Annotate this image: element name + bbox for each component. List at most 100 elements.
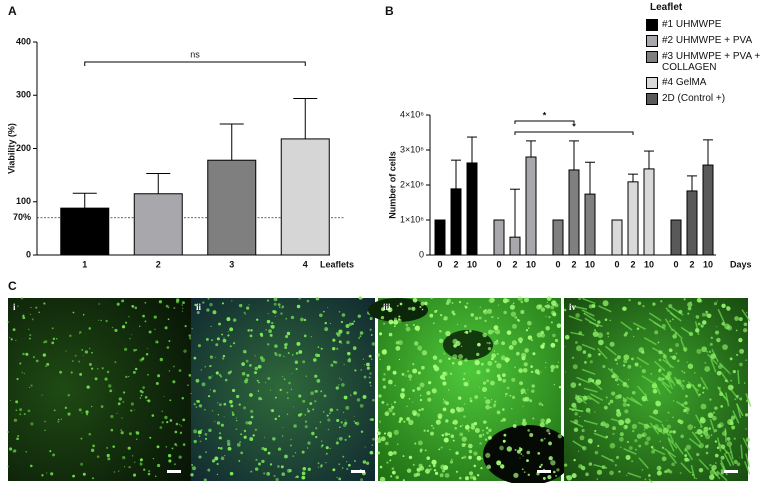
cell xyxy=(193,429,198,434)
cell xyxy=(668,304,673,309)
cell xyxy=(731,425,736,430)
cell xyxy=(489,363,491,365)
cell xyxy=(379,420,381,422)
y-axis-title: Number of cells xyxy=(387,151,397,219)
cell xyxy=(494,400,497,403)
cell xyxy=(248,420,253,425)
fiber xyxy=(700,376,709,390)
cell xyxy=(28,328,30,331)
cell xyxy=(706,351,708,353)
cell xyxy=(496,339,499,342)
cell xyxy=(672,430,676,434)
cell xyxy=(609,470,614,476)
cell xyxy=(605,435,609,439)
fiber xyxy=(670,306,684,316)
cell xyxy=(551,300,557,306)
cell xyxy=(243,435,247,439)
cell xyxy=(722,344,728,350)
cell xyxy=(78,360,81,363)
cell xyxy=(616,355,621,360)
cell xyxy=(573,419,579,425)
cell xyxy=(208,375,212,380)
cell xyxy=(481,457,483,460)
cell xyxy=(575,341,578,344)
cell xyxy=(540,330,544,335)
fiber xyxy=(632,322,647,330)
cell xyxy=(209,302,213,307)
cell xyxy=(486,431,489,435)
cell xyxy=(393,325,396,328)
cell xyxy=(600,422,604,426)
cell xyxy=(312,408,315,411)
cell xyxy=(353,392,356,395)
cell xyxy=(469,329,472,333)
cell xyxy=(687,306,692,311)
cell xyxy=(483,310,488,315)
cell xyxy=(419,398,423,402)
cell xyxy=(481,362,484,366)
cell xyxy=(139,397,142,399)
cell xyxy=(204,432,208,436)
cell xyxy=(462,424,464,426)
cell xyxy=(716,326,718,328)
cell xyxy=(130,409,133,412)
cell xyxy=(658,358,662,362)
scale-bar xyxy=(351,470,365,473)
cell xyxy=(371,342,376,346)
cell xyxy=(433,469,437,472)
cell xyxy=(564,334,570,340)
x-tick-label: 10 xyxy=(526,259,536,269)
cell xyxy=(290,438,292,441)
fiber xyxy=(723,453,732,467)
cell xyxy=(546,428,550,433)
cell xyxy=(474,316,479,320)
cell xyxy=(396,443,399,446)
cell xyxy=(250,415,254,419)
cell xyxy=(13,418,18,422)
cell xyxy=(724,379,728,383)
cell xyxy=(544,367,547,369)
cell xyxy=(130,402,135,406)
cell xyxy=(15,339,17,342)
cell xyxy=(451,362,455,365)
cell xyxy=(470,313,475,317)
bar xyxy=(643,168,655,256)
cell xyxy=(394,384,396,387)
x-tick-label: 10 xyxy=(644,259,654,269)
cell xyxy=(667,310,669,312)
cell xyxy=(376,437,382,444)
cell xyxy=(597,444,600,447)
cell xyxy=(206,308,210,312)
cell xyxy=(238,403,241,406)
cell xyxy=(227,331,229,333)
cell xyxy=(188,334,192,337)
cell xyxy=(141,357,145,360)
bar xyxy=(466,162,478,256)
cell xyxy=(744,413,749,417)
cell xyxy=(697,383,702,388)
cell xyxy=(408,419,414,426)
cell xyxy=(288,381,291,385)
cell xyxy=(393,429,399,435)
fiber xyxy=(581,297,596,305)
cell xyxy=(595,379,602,385)
cell xyxy=(668,348,673,353)
fiber xyxy=(664,448,677,458)
fiber xyxy=(671,328,683,340)
cell xyxy=(585,407,591,413)
cell xyxy=(539,465,542,469)
fiber xyxy=(598,305,612,313)
cell xyxy=(200,429,203,432)
x-axis-title: Leaflets xyxy=(320,259,354,269)
cell xyxy=(293,424,297,428)
cell xyxy=(407,374,413,379)
cell xyxy=(745,359,748,362)
cell xyxy=(696,428,703,435)
cell xyxy=(602,300,609,307)
cell xyxy=(372,452,374,454)
cell xyxy=(106,446,109,449)
cell xyxy=(92,444,96,448)
cell xyxy=(514,316,518,319)
cell xyxy=(282,435,284,437)
cell xyxy=(317,346,320,348)
